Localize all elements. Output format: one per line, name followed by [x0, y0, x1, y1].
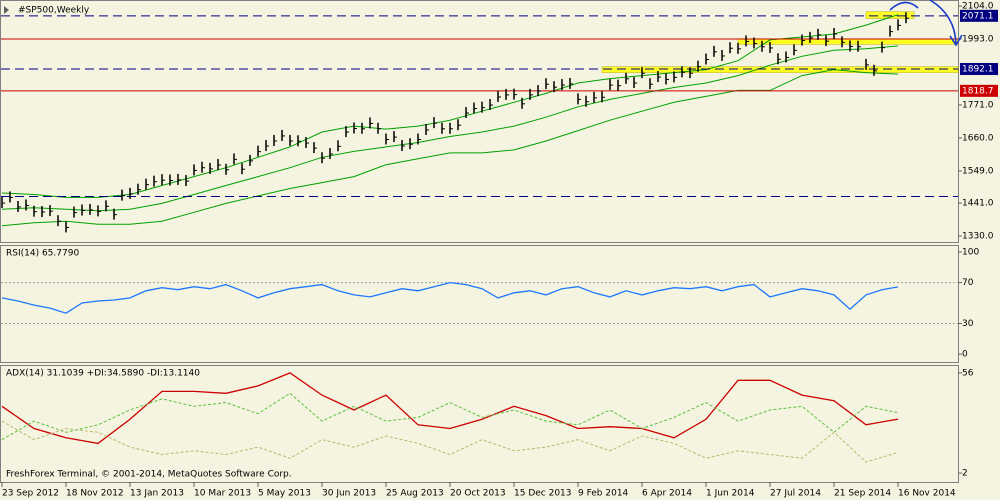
arrow-annotation [889, 0, 963, 47]
x-tick-label: 25 Aug 2013 [386, 489, 444, 499]
series-line [1, 420, 899, 463]
y-tick-label: 1660.0 [962, 133, 994, 143]
y-tick-label: 30 [962, 319, 974, 329]
x-tick-label: 10 Mar 2013 [194, 489, 251, 499]
title-icon [4, 6, 9, 14]
x-tick-label: 30 Jun 2013 [322, 489, 376, 499]
level-label-bg [960, 63, 998, 76]
y-tick-label: 1993.0 [962, 35, 994, 45]
rsi-title: RSI(14) 65.7790 [6, 249, 79, 259]
x-tick-label: 27 Jul 2014 [770, 489, 821, 499]
y-tick-label: 70 [962, 278, 974, 288]
x-tick-label: 20 Oct 2013 [450, 489, 506, 499]
x-tick-label: 18 Nov 2012 [66, 489, 124, 499]
x-tick-label: 1 Jun 2014 [706, 489, 755, 499]
x-tick-label: 9 Feb 2014 [578, 489, 629, 499]
y-tick-label: 1549.0 [962, 166, 994, 176]
y-tick-label: 2104.0 [962, 2, 994, 12]
series-line [1, 392, 899, 441]
series-line [1, 372, 899, 445]
chart-title: #SP500,Weekly [18, 6, 90, 16]
rsi-panel [0, 245, 959, 363]
y-tick-label: 0 [962, 350, 968, 360]
zone [865, 11, 915, 19]
x-tick-label: 5 May 2013 [258, 489, 311, 499]
level-label: 2071.1 [962, 11, 994, 21]
y-tick-label: 1441.0 [962, 199, 994, 209]
y-tick-label: 100 [962, 247, 979, 257]
x-tick-label: 6 Apr 2014 [642, 489, 692, 499]
adx-title: ADX(14) 31.1039 +DI:34.5890 -DI:13.1140 [6, 369, 200, 379]
x-tick-label: 13 Jan 2013 [130, 489, 184, 499]
series-line [1, 281, 899, 314]
y-tick-label: 1771.0 [962, 101, 994, 111]
band-line [1, 14, 899, 198]
y-tick-label: 2 [962, 469, 968, 479]
level-label: 1818.7 [962, 86, 994, 96]
x-tick-label: 16 Nov 2014 [898, 489, 956, 499]
x-tick-label: 15 Dec 2013 [514, 489, 572, 499]
y-tick-label: 1330.0 [962, 232, 994, 242]
level-label-bg [960, 84, 998, 97]
adx-panel [0, 365, 959, 483]
y-tick-label: 56 [962, 368, 974, 378]
x-tick-label: 23 Sep 2012 [2, 489, 59, 499]
footer: FreshForex Terminal, © 2001-2014, MetaQu… [6, 470, 292, 480]
level-label-bg [960, 9, 998, 22]
x-tick-label: 21 Sep 2014 [834, 489, 891, 499]
band-line [1, 45, 899, 212]
level-label: 1892.1 [962, 65, 994, 75]
main-panel [0, 0, 959, 243]
zone [601, 66, 959, 73]
